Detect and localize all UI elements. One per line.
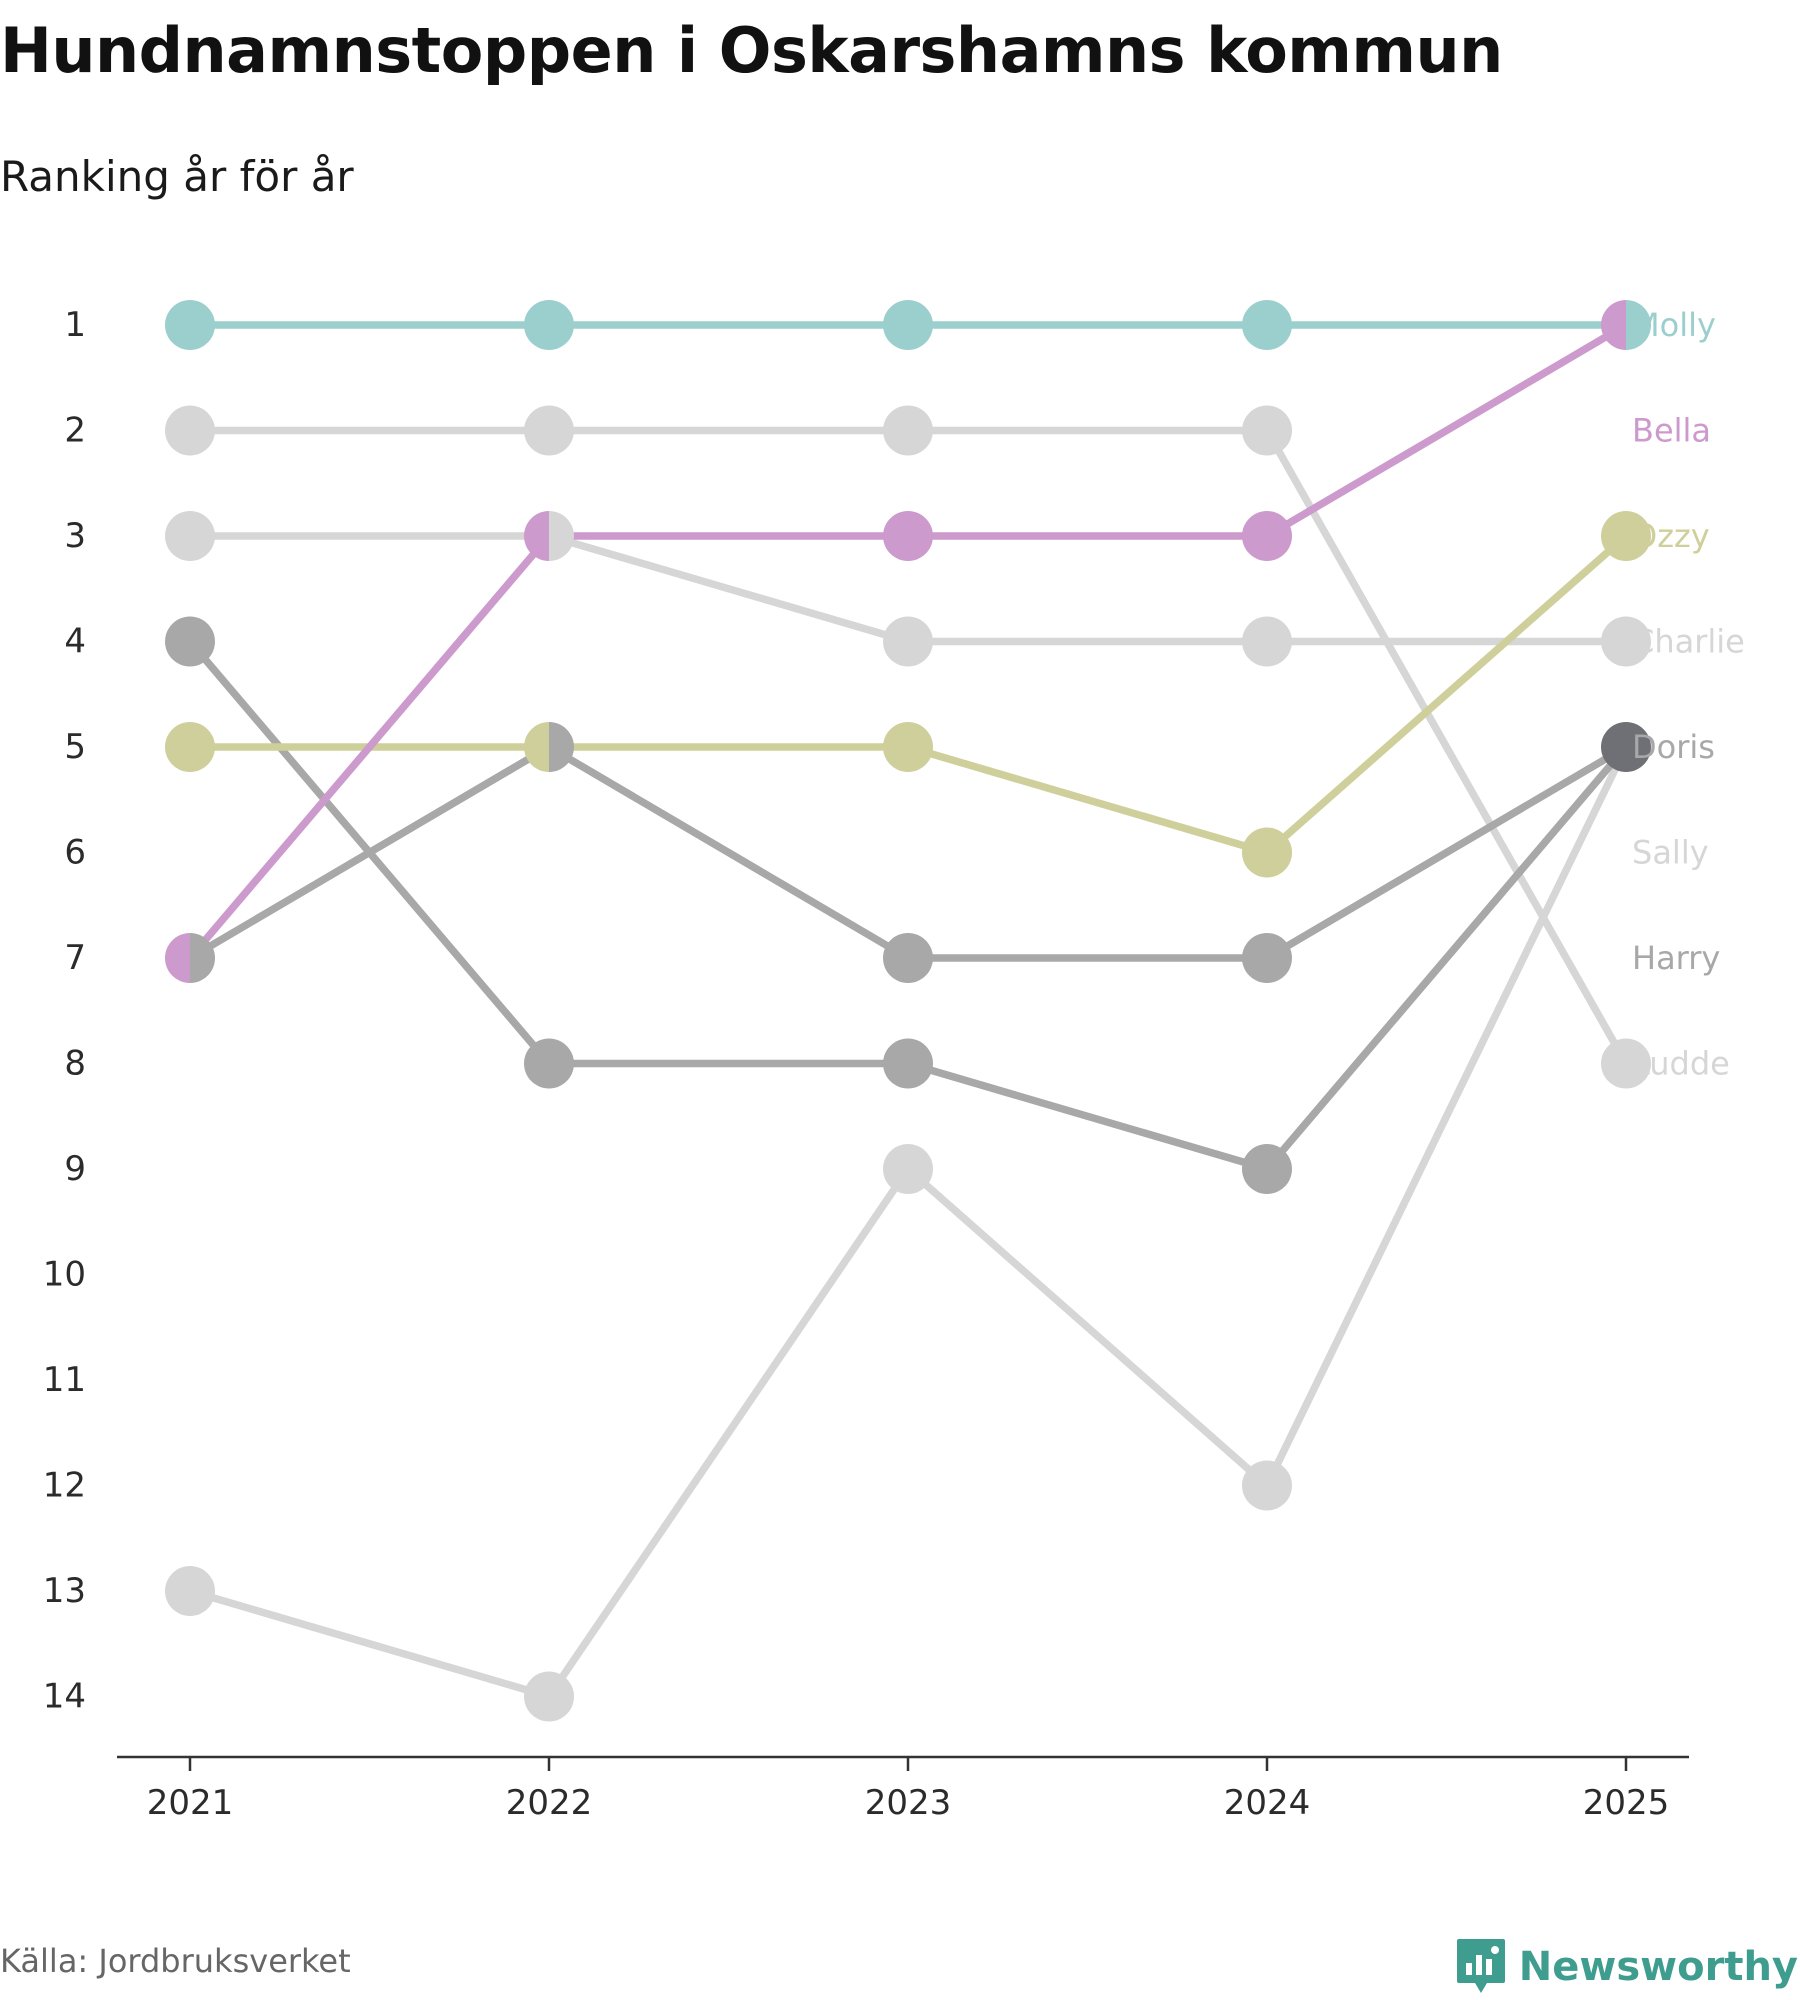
- point-2021-charlie: [165, 511, 215, 561]
- point-2023-doris: [883, 933, 933, 983]
- y-tick-label-8: 8: [64, 1044, 86, 1084]
- point-2021-harry: [165, 616, 215, 667]
- x-tick-label-2023: 2023: [865, 1783, 952, 1823]
- end-label-ozzy: Ozzy: [1632, 517, 1710, 555]
- series-points: [165, 300, 1651, 1722]
- point-2024-ozzy: [1242, 827, 1292, 878]
- point-2022-charlie-bella-right: [549, 511, 574, 561]
- point-2024-bella: [1242, 511, 1292, 561]
- point-2025-ozzy: [1601, 511, 1651, 561]
- point-2024-sally: [1242, 1460, 1292, 1511]
- point-2025-sally-harry-doris: [1601, 722, 1651, 772]
- point-2025-charlie: [1601, 616, 1651, 667]
- point-2025-bella-molly-left: [1601, 300, 1626, 350]
- point-2022-doris-ozzy-right: [549, 722, 574, 772]
- y-tick-label-10: 10: [43, 1255, 86, 1295]
- y-tick-label-13: 13: [43, 1571, 86, 1611]
- point-2024-harry: [1242, 1144, 1292, 1194]
- y-tick-label-5: 5: [64, 727, 86, 767]
- point-2021-sally: [165, 1566, 215, 1616]
- y-tick-label-6: 6: [64, 833, 86, 873]
- point-2024-doris: [1242, 933, 1292, 983]
- end-label-doris: Doris: [1632, 728, 1715, 766]
- end-label-charlie: Charlie: [1632, 623, 1745, 661]
- point-2023-ludde: [883, 405, 933, 456]
- point-2021-doris-bella-left: [165, 933, 190, 983]
- point-2022-charlie-bella-left: [524, 511, 549, 561]
- newsworthy-logo-icon: [1456, 1939, 1505, 1993]
- y-tick-label-1: 1: [64, 305, 86, 345]
- point-2023-charlie: [883, 616, 933, 667]
- point-2023-molly: [883, 300, 933, 350]
- point-2024-charlie: [1242, 616, 1292, 667]
- x-tick-label-2022: 2022: [506, 1783, 593, 1823]
- y-tick-label-14: 14: [43, 1677, 86, 1717]
- series-line-ozzy: [186, 532, 1630, 857]
- end-label-harry: Harry: [1632, 939, 1720, 977]
- point-2023-sally: [883, 1144, 933, 1194]
- end-label-ludde: Ludde: [1632, 1045, 1730, 1083]
- end-label-molly: Molly: [1632, 306, 1716, 344]
- point-2024-molly: [1242, 300, 1292, 350]
- point-2022-harry: [524, 1038, 574, 1089]
- series-line-harry: [186, 637, 1630, 1173]
- y-tick-label-2: 2: [64, 411, 86, 451]
- end-label-bella: Bella: [1632, 412, 1711, 450]
- x-tick-label-2024: 2024: [1224, 1783, 1311, 1823]
- point-2022-ludde: [524, 405, 574, 456]
- point-2024-ludde: [1242, 405, 1292, 456]
- y-tick-label-11: 11: [43, 1360, 86, 1400]
- y-tick-label-4: 4: [64, 622, 86, 662]
- point-2022-molly: [524, 300, 574, 350]
- point-2022-doris-ozzy-left: [524, 722, 549, 772]
- x-tick-label-2025: 2025: [1583, 1783, 1670, 1823]
- y-tick-label-7: 7: [64, 938, 86, 978]
- point-2023-ozzy: [883, 722, 933, 772]
- series-line-doris: [186, 743, 1630, 962]
- brand-logo[interactable]: Newsworthy: [1455, 1937, 1798, 1997]
- source-note: Källa: Jordbruksverket: [0, 1942, 351, 1980]
- chart-title: Hundnamnstoppen i Oskarshamns kommun: [0, 14, 1503, 87]
- x-axis: 2021 2022 2023 2024 2025: [117, 1755, 1689, 1823]
- y-tick-label-9: 9: [64, 1149, 86, 1189]
- point-2025-ludde: [1601, 1038, 1651, 1089]
- brand-name: Newsworthy: [1518, 1944, 1798, 1990]
- point-2023-bella: [883, 511, 933, 561]
- y-tick-label-12: 12: [43, 1466, 86, 1506]
- y-tick-label-3: 3: [64, 516, 86, 556]
- point-2021-ludde: [165, 405, 215, 456]
- end-label-sally: Sally: [1632, 834, 1709, 872]
- point-2023-harry: [883, 1038, 933, 1089]
- point-2021-doris-bella-right: [190, 933, 215, 983]
- chart-subtitle: Ranking år för år: [0, 152, 354, 201]
- point-2025-bella-molly-right: [1626, 300, 1651, 350]
- point-2022-sally: [524, 1671, 574, 1722]
- point-2021-ozzy: [165, 722, 215, 772]
- point-2021-molly: [165, 300, 215, 350]
- x-tick-label-2021: 2021: [147, 1783, 234, 1823]
- end-labels: Molly Bella Ozzy Charlie Doris Sally Harry Ludd…: [1632, 306, 1745, 1083]
